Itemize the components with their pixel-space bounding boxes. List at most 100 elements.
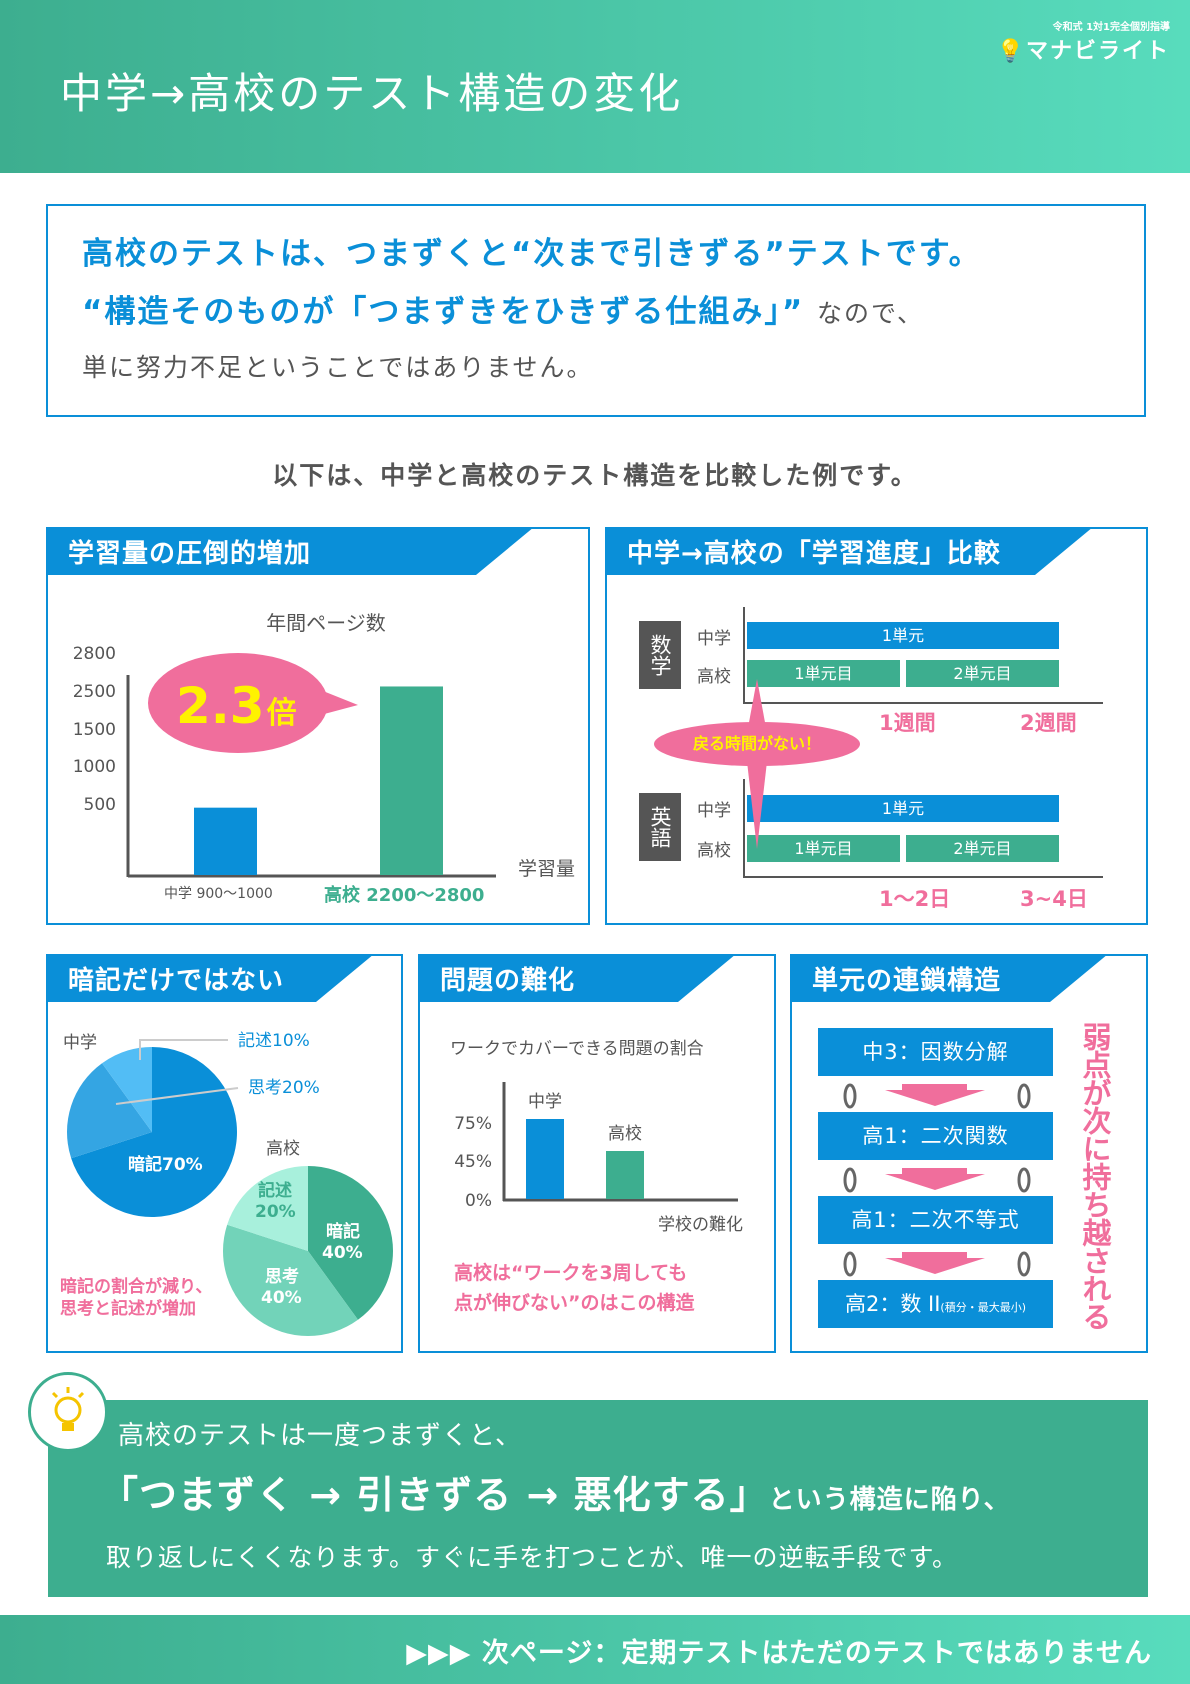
label-jhs: 中学 (697, 801, 731, 821)
y-tick-label: 75% (454, 1114, 492, 1134)
logo-name: 💡マナビライト (997, 33, 1170, 65)
panel-title: 問題の難化 (418, 954, 736, 1002)
pie-slice (227, 1166, 308, 1251)
pie-hs-title: 高校 (266, 1139, 300, 1159)
bar-jhs (194, 807, 257, 875)
down-arrow-icons (885, 1084, 985, 1274)
eng-axis-v (743, 779, 745, 878)
chain-step-4-label: 高2：数 II (844, 1292, 941, 1316)
eng-hs-bar-2: 2単元目 (906, 835, 1059, 862)
pie-charts: 中学 記述10% 思考20% 暗記70% 高校 暗記 40% 思考 40% 記述… (60, 1031, 394, 1336)
logo: 令和式 1対1完全個別指導 💡マナビライト (997, 18, 1170, 65)
y-tick-label: 0% (465, 1191, 492, 1211)
x-label-hs: 高校 2200〜2800 (324, 884, 484, 906)
pie-hs-writing-name: 記述 (258, 1180, 292, 1201)
chain-step-4: 高2：数 II(積分・最大最小) (818, 1280, 1053, 1328)
pie-slice (308, 1166, 394, 1320)
eng-hs-bar-1: 1単元目 (747, 835, 900, 862)
eng-axis-h (743, 876, 1103, 878)
leader-line (139, 1039, 228, 1060)
math-hs-bar-1: 1単元目 (747, 660, 900, 687)
bar-label: 高校 (608, 1124, 642, 1144)
intro-line2: “構造そのものが「つまずきをひきずる仕組み」” (82, 294, 805, 330)
pie-jhs-title: 中学 (63, 1033, 97, 1053)
no-time-arrow (654, 679, 860, 849)
conclusion-line3: 取り返しにくくなります。すぐに手を打つことが、唯一の逆転手段です。 (106, 1543, 959, 1572)
y-tick-label: 1000 (73, 757, 116, 777)
x-label-jhs: 中学 900〜1000 (164, 886, 273, 902)
subject-math: 数学 (639, 621, 681, 689)
pie-note-2: 思考と記述が増加 (60, 1298, 196, 1319)
note-2: 点が伸びない”のはこの構造 (454, 1291, 695, 1314)
header-banner: 中学→高校のテスト構造の変化 令和式 1対1完全個別指導 💡マナビライト (0, 0, 1190, 173)
intro-line2-tail: なので、 (817, 299, 925, 328)
eng-jhs-bar: 1単元 (747, 795, 1059, 822)
triple-arrow-icon: ▶▶▶ (406, 1638, 472, 1669)
bar-jhs (526, 1119, 564, 1199)
chart-title: 年間ページ数 (266, 611, 386, 635)
pie-hs-thinking-pct: 40% (261, 1288, 302, 1308)
section-subtitle: 以下は、中学と高校のテスト構造を比較した例です。 (272, 461, 918, 490)
chain-link-icons (843, 1083, 1031, 1277)
intro-box: 高校のテストは、つまずくと“次まで引きずる”テストです。 “構造そのものが「つま… (46, 204, 1146, 417)
lightbulb-icon (28, 1372, 108, 1452)
bar-label: 中学 (528, 1092, 562, 1112)
label-hs: 高校 (697, 667, 731, 687)
bar-hs (380, 686, 443, 875)
pie-slice (67, 1063, 152, 1159)
pie-slice (71, 1047, 237, 1217)
chart-title: ワークでカバーできる問題の割合 (450, 1039, 704, 1059)
no-time-bubble: 戻る時間がない！ (692, 734, 821, 753)
panel-study-volume: 学習量の圧倒的増加 年間ページ数 2800 2500 1500 1000 500 中学 … (46, 527, 590, 925)
leader-line (115, 1087, 239, 1105)
lightbulb-icon: 💡 (996, 39, 1026, 64)
panel-not-just-memorization: 暗記だけではない 中学 記述10% 思考20% 暗記70% 高校 暗記 40% … (46, 954, 403, 1353)
panel-progress-compare: 中学→高校の「学習進度」比較 数学 中学 高校 1単元 1単元目 2単元目 1週… (605, 527, 1148, 925)
subject-english: 英語 (639, 793, 681, 861)
pie-hs-thinking-name: 思考 (265, 1266, 299, 1287)
conclusion-line2: 「つまずく → 引きずる → 悪化する」という構造に陥り、 (100, 1468, 1011, 1530)
panel-title: 中学→高校の「学習進度」比較 (605, 527, 1093, 575)
ratio-text: 2.3倍 (176, 677, 297, 735)
conclusion-line1: 高校のテストは一度つまずくと、 (118, 1421, 522, 1451)
math-time-1: 1週間 (879, 711, 936, 735)
note-1: 高校は“ワークを3周しても (454, 1261, 687, 1284)
bar-hs (606, 1151, 644, 1199)
pie-note-1: 暗記の割合が減り、 (60, 1276, 212, 1297)
eng-time-2: 3~4日 (1020, 887, 1088, 911)
ratio-bubble (148, 653, 328, 753)
eng-time-1: 1〜2日 (879, 887, 951, 911)
conclusion-emphasis: 「つまずく → 引きずる → 悪化する」 (100, 1473, 769, 1517)
pie-slice (223, 1224, 358, 1336)
label-jhs: 中学 (697, 629, 731, 649)
next-page-text: 次ページ：定期テストはただのテストではありません (481, 1638, 1152, 1669)
x-axis-label: 学校の難化 (658, 1215, 743, 1235)
y-tick-label: 2500 (73, 682, 116, 702)
footer-bar: ▶▶▶ 次ページ：定期テストはただのテストではありません (0, 1615, 1190, 1684)
y-tick-label: 500 (84, 795, 116, 815)
logo-tagline: 令和式 1対1完全個別指導 (1052, 22, 1170, 33)
pie-jhs-label-writing: 記述10% (238, 1031, 310, 1051)
panel-title: 暗記だけではない (46, 954, 374, 1002)
panel-unit-chain: 単元の連鎖構造 中3：因数分解 高1：二次関数 高1：二次不等式 高2：数 II… (790, 954, 1148, 1353)
math-axis-h (743, 702, 1103, 704)
math-hs-bar-2: 2単元目 (906, 660, 1059, 687)
pie-hs-memory-name: 暗記 (326, 1221, 360, 1242)
math-jhs-bar: 1単元 (747, 622, 1059, 649)
next-page-link[interactable]: ▶▶▶ 次ページ：定期テストはただのテストではありません (406, 1631, 1152, 1670)
logo-text: マナビライト (1025, 39, 1170, 64)
page-count-chart: 年間ページ数 2800 2500 1500 1000 500 中学 900〜1000 高… (73, 611, 575, 906)
panel-title: 学習量の圧倒的増加 (46, 527, 534, 575)
ratio-number: 2.3 (176, 677, 265, 735)
y-tick-label: 2800 (73, 644, 116, 664)
chain-step-2: 高1：二次関数 (818, 1112, 1053, 1160)
chain-step-3: 高1：二次不等式 (818, 1196, 1053, 1244)
pie-hs-memory-pct: 40% (322, 1243, 363, 1263)
y-tick-label: 45% (454, 1152, 492, 1172)
pie-slice (102, 1047, 152, 1132)
chain-step-4-detail: (積分・最大最小) (940, 1301, 1027, 1314)
pie-hs-writing-pct: 20% (255, 1202, 296, 1222)
carry-over-note: 弱点が次に持ち越される (1078, 1022, 1112, 1330)
pie-jhs-label-thinking: 思考20% (248, 1078, 320, 1098)
